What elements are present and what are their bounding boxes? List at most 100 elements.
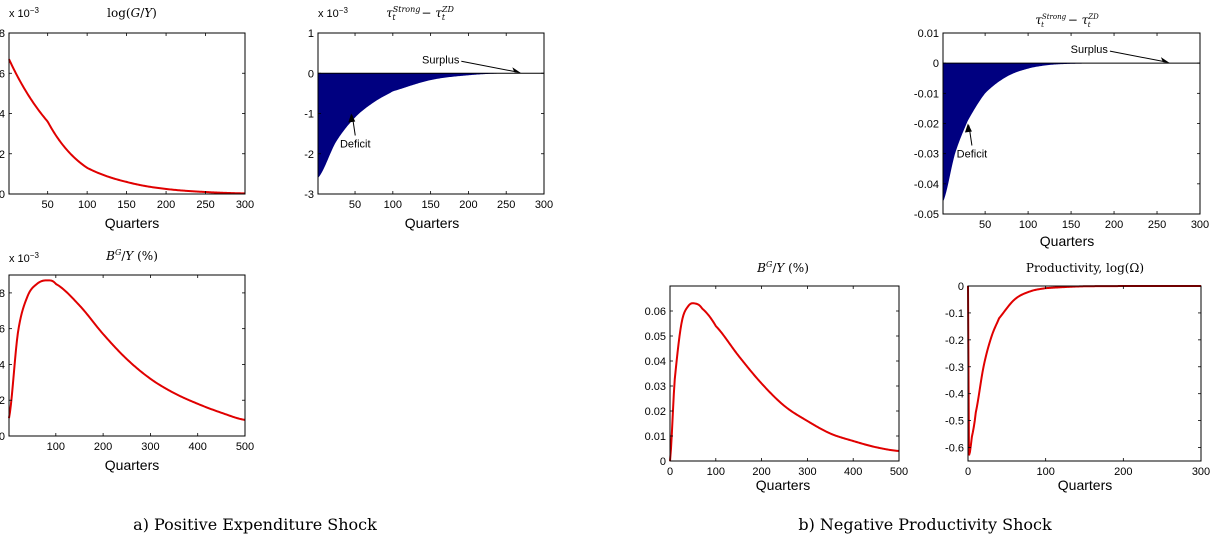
y-tick-label: -0.02 xyxy=(914,119,939,131)
x-axis-label: Quarters xyxy=(105,215,159,231)
panel-log-g-over-y: x 10−3 log(G/Y) Quarters 50 100 150 200 250 3… xyxy=(0,6,254,231)
x-tick-label: 50 xyxy=(349,199,361,211)
annotation-surplus: Surplus xyxy=(422,54,460,66)
x-tick-label: 300 xyxy=(535,199,553,211)
series-line xyxy=(8,58,246,195)
x-tick-label: 0 xyxy=(667,466,673,478)
x-tick-label: 100 xyxy=(78,199,96,211)
y-tick-label: 2 xyxy=(0,395,5,407)
x-tick-label: 150 xyxy=(117,199,135,211)
exponent-label: x 10−3 xyxy=(9,6,39,20)
x-axis-label: Quarters xyxy=(1040,233,1094,249)
annotation-deficit: Deficit xyxy=(340,139,371,151)
caption-b: b) Negative Productivity Shock xyxy=(798,515,1052,534)
annotation-deficit: Deficit xyxy=(957,149,988,161)
y-tick-label: 0 xyxy=(958,281,964,293)
y-tick-label: -0.1 xyxy=(945,308,964,320)
y-tick-label: 8 xyxy=(0,288,5,300)
arrow-head xyxy=(964,123,972,133)
x-tick-label: 100 xyxy=(1019,219,1037,231)
series-line xyxy=(967,285,1201,456)
plot-frame xyxy=(967,285,1202,462)
x-tick-label: 200 xyxy=(94,441,112,453)
x-tick-label: 100 xyxy=(47,441,65,453)
x-tick-label: 50 xyxy=(42,199,54,211)
panel-title: BG/Y (%) xyxy=(756,260,809,275)
y-tick-label: 0.05 xyxy=(645,331,666,343)
panel-debt-ratio-expenditure: x 10−3 BG/Y (%) Quarters 100 200 300 400 500… xyxy=(0,248,254,473)
annotation-surplus: Surplus xyxy=(1071,44,1109,56)
plot-frame xyxy=(8,32,246,195)
y-tick-label: -0.04 xyxy=(914,179,939,191)
panel-title: τStrong t − τZD t xyxy=(1035,13,1099,29)
series-line xyxy=(8,279,246,421)
y-tick-label: 0 xyxy=(0,189,5,201)
arrow-head xyxy=(512,67,522,74)
panel-title: τStrong t − τZD t xyxy=(386,5,454,22)
y-tick-label: 0 xyxy=(660,456,666,468)
x-tick-label: 500 xyxy=(236,441,254,453)
y-tick-label: 4 xyxy=(0,359,5,371)
annotation-arrow xyxy=(461,60,519,73)
y-tick-label: -0.03 xyxy=(914,149,939,161)
y-tick-label: 0.06 xyxy=(645,306,666,318)
y-tick-label: 0 xyxy=(933,58,939,70)
x-tick-label: 400 xyxy=(189,441,207,453)
x-tick-label: 150 xyxy=(421,199,439,211)
x-tick-label: 200 xyxy=(1105,219,1123,231)
y-tick-label: -0.2 xyxy=(945,335,964,347)
y-tick-label: -0.05 xyxy=(914,209,939,221)
x-axis-label: Quarters xyxy=(405,215,459,231)
y-tick-label: -0.4 xyxy=(945,389,964,401)
x-axis-label: Quarters xyxy=(756,477,810,493)
y-tick-label: -3 xyxy=(304,189,314,201)
x-tick-label: 200 xyxy=(459,199,477,211)
x-tick-label: 300 xyxy=(798,466,816,478)
y-tick-label: 0.01 xyxy=(918,28,939,40)
series-line xyxy=(669,302,900,462)
exponent-label: x 10−3 xyxy=(9,251,39,265)
x-tick-label: 400 xyxy=(844,466,862,478)
x-axis-label: Quarters xyxy=(105,457,159,473)
x-tick-label: 250 xyxy=(497,199,515,211)
y-tick-label: -2 xyxy=(304,149,314,161)
y-tick-label: 6 xyxy=(0,324,5,336)
y-tick-label: 4 xyxy=(0,109,5,121)
y-tick-label: 0 xyxy=(308,68,314,80)
panel-tax-difference-productivity: τStrong t − τZD t Quarters 50 100 150 200 250 3… xyxy=(914,13,1209,249)
panel-title: BG/Y (%) xyxy=(105,248,158,263)
panel-title: Productivity, log(Ω) xyxy=(1026,261,1144,275)
panel-title: log(G/Y) xyxy=(107,6,157,20)
x-tick-label: 200 xyxy=(752,466,770,478)
exponent-label: x 10−3 xyxy=(318,6,348,20)
plot-frame xyxy=(669,285,900,462)
x-tick-label: 500 xyxy=(890,466,908,478)
deficit-area xyxy=(943,63,1200,202)
arrow-head xyxy=(348,113,356,123)
y-tick-label: 8 xyxy=(0,28,5,40)
x-tick-label: 0 xyxy=(965,466,971,478)
y-tick-label: 0.02 xyxy=(645,406,666,418)
x-tick-label: 300 xyxy=(141,441,159,453)
annotation-arrow xyxy=(1109,50,1168,63)
y-tick-label: -1 xyxy=(304,109,314,121)
arrow-head xyxy=(1160,57,1170,64)
x-tick-label: 150 xyxy=(1062,219,1080,231)
y-tick-label: -0.01 xyxy=(914,88,939,100)
x-tick-label: 50 xyxy=(979,219,991,231)
plot-frame xyxy=(942,32,1201,215)
x-tick-label: 300 xyxy=(1192,466,1210,478)
x-tick-label: 100 xyxy=(707,466,725,478)
x-tick-label: 250 xyxy=(1148,219,1166,231)
x-tick-label: 200 xyxy=(1114,466,1132,478)
y-tick-label: -0.5 xyxy=(945,416,964,428)
caption-a: a) Positive Expenditure Shock xyxy=(133,515,377,534)
x-tick-label: 100 xyxy=(384,199,402,211)
y-tick-label: 1 xyxy=(308,28,314,40)
x-tick-label: 300 xyxy=(236,199,254,211)
y-tick-label: -0.6 xyxy=(945,443,964,455)
y-tick-label: 2 xyxy=(0,149,5,161)
y-tick-label: 0.01 xyxy=(645,431,666,443)
x-tick-label: 300 xyxy=(1191,219,1209,231)
